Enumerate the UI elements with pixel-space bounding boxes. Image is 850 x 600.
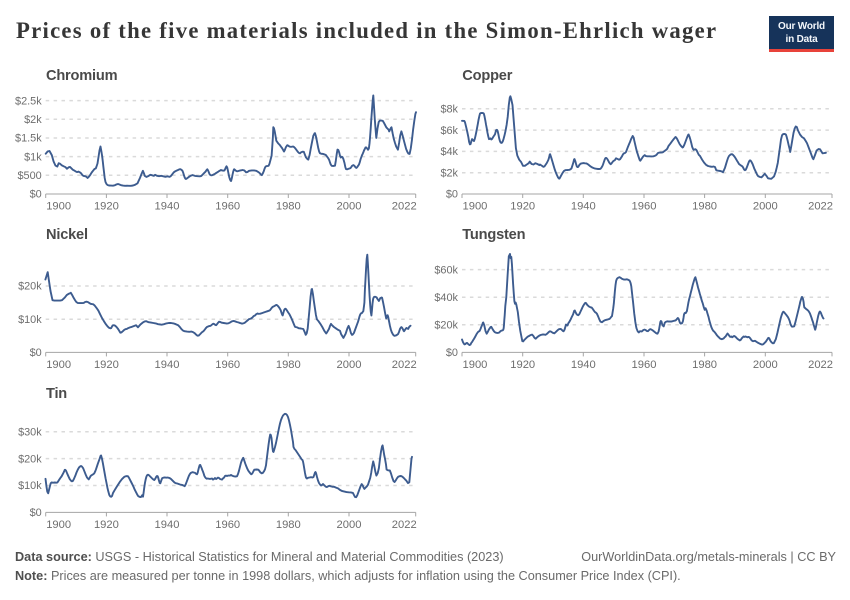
svg-text:1960: 1960 — [632, 359, 657, 371]
svg-text:2022: 2022 — [392, 201, 417, 213]
svg-text:1980: 1980 — [276, 519, 301, 531]
svg-text:2000: 2000 — [337, 201, 362, 213]
svg-text:Chromium: Chromium — [46, 68, 118, 84]
svg-text:1920: 1920 — [510, 201, 535, 213]
svg-text:1940: 1940 — [155, 201, 180, 213]
svg-text:2022: 2022 — [392, 359, 417, 371]
svg-text:$2.5k: $2.5k — [15, 95, 42, 107]
svg-text:1940: 1940 — [155, 519, 180, 531]
svg-text:1960: 1960 — [215, 359, 240, 371]
svg-text:1980: 1980 — [276, 359, 301, 371]
svg-text:$0: $0 — [446, 347, 458, 359]
svg-text:1900: 1900 — [46, 359, 71, 371]
svg-text:2022: 2022 — [808, 359, 833, 371]
svg-text:1920: 1920 — [94, 519, 119, 531]
svg-text:$2k: $2k — [440, 167, 458, 179]
svg-text:Copper: Copper — [462, 68, 512, 84]
svg-text:$4k: $4k — [440, 146, 458, 158]
svg-text:Tungsten: Tungsten — [462, 227, 525, 243]
svg-text:$500: $500 — [17, 170, 41, 182]
svg-text:$60k: $60k — [434, 264, 458, 276]
svg-text:1960: 1960 — [215, 519, 240, 531]
svg-text:$1.5k: $1.5k — [15, 133, 42, 145]
svg-text:$10k: $10k — [18, 314, 42, 326]
svg-text:Tin: Tin — [46, 386, 67, 402]
svg-text:1900: 1900 — [46, 519, 71, 531]
svg-text:1980: 1980 — [692, 359, 717, 371]
svg-text:$6k: $6k — [440, 125, 458, 137]
svg-text:1920: 1920 — [510, 359, 535, 371]
svg-text:$0: $0 — [30, 507, 42, 519]
svg-text:$8k: $8k — [440, 104, 458, 116]
svg-text:1900: 1900 — [463, 359, 488, 371]
svg-text:$20k: $20k — [18, 281, 42, 293]
svg-text:$10k: $10k — [18, 480, 42, 492]
svg-text:1980: 1980 — [692, 201, 717, 213]
svg-text:$0: $0 — [30, 347, 42, 359]
svg-text:1940: 1940 — [155, 359, 180, 371]
svg-text:2000: 2000 — [337, 519, 362, 531]
svg-text:2000: 2000 — [337, 359, 362, 371]
svg-text:1980: 1980 — [276, 201, 301, 213]
svg-text:2000: 2000 — [753, 201, 778, 213]
svg-text:$1k: $1k — [24, 151, 42, 163]
svg-text:Nickel: Nickel — [46, 227, 88, 243]
svg-text:$40k: $40k — [434, 292, 458, 304]
svg-text:1940: 1940 — [571, 359, 596, 371]
svg-text:2022: 2022 — [808, 201, 833, 213]
svg-text:2022: 2022 — [392, 519, 417, 531]
svg-text:1900: 1900 — [46, 201, 71, 213]
svg-text:1940: 1940 — [571, 201, 596, 213]
svg-text:1920: 1920 — [94, 359, 119, 371]
svg-text:1960: 1960 — [215, 201, 240, 213]
svg-text:1900: 1900 — [463, 201, 488, 213]
svg-text:2000: 2000 — [753, 359, 778, 371]
svg-text:$20k: $20k — [434, 320, 458, 332]
svg-text:1960: 1960 — [632, 201, 657, 213]
svg-text:$30k: $30k — [18, 426, 42, 438]
svg-text:$0: $0 — [30, 189, 42, 201]
svg-text:$20k: $20k — [18, 453, 42, 465]
svg-text:$0: $0 — [446, 189, 458, 201]
svg-text:$2k: $2k — [24, 114, 42, 126]
svg-text:1920: 1920 — [94, 201, 119, 213]
